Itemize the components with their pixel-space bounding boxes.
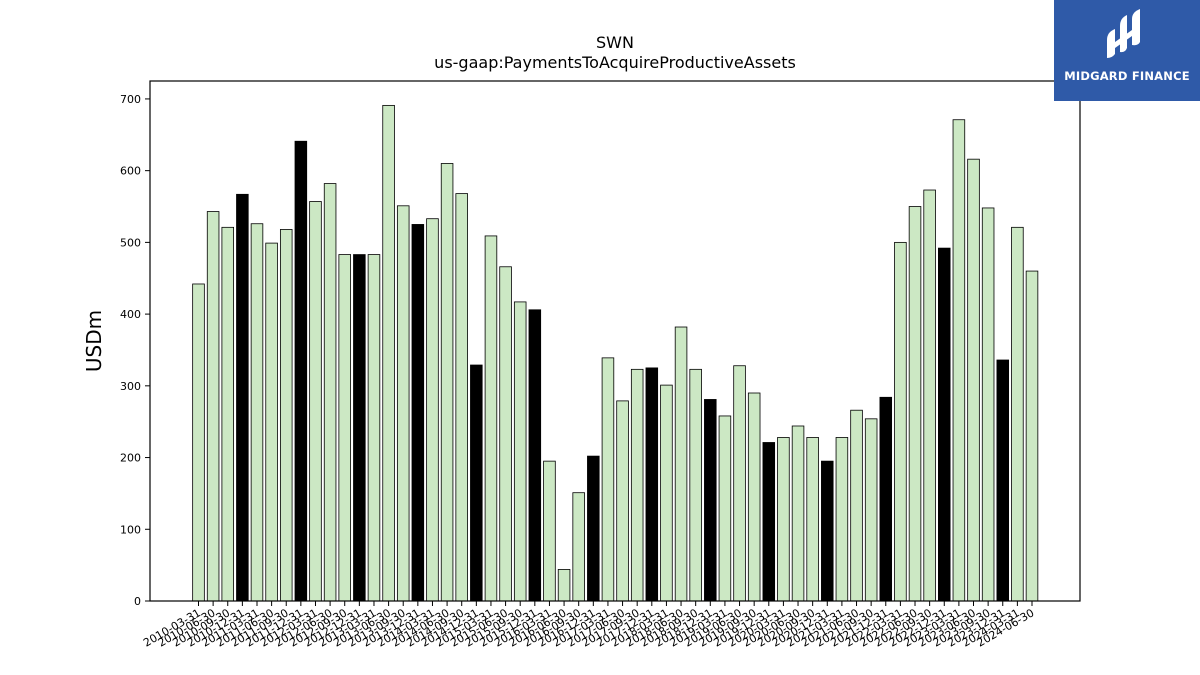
bar: [543, 460, 556, 602]
y-tick-label: 0: [134, 595, 141, 608]
chart-subtitle: us-gaap:PaymentsToAcquireProductiveAsset…: [434, 53, 796, 72]
bar: [996, 359, 1010, 602]
bar: [762, 442, 776, 602]
bar: [572, 492, 585, 602]
bar: [353, 254, 366, 602]
bar: [221, 226, 234, 602]
y-tick-label: 500: [120, 236, 141, 249]
bar: [440, 163, 454, 602]
y-tick-label: 600: [120, 165, 141, 178]
bar: [704, 399, 717, 602]
bar: [806, 437, 819, 602]
plot-frame: [149, 80, 1081, 602]
bar: [894, 241, 907, 602]
bar: [850, 409, 863, 602]
logo-text: MIDGARD FINANCE: [1064, 69, 1190, 83]
bar: [879, 396, 893, 602]
bar: [396, 205, 410, 602]
bar: [338, 254, 351, 602]
bar: [411, 224, 425, 602]
bar: [470, 364, 483, 602]
bar: [689, 368, 702, 602]
bar: [528, 309, 542, 602]
bar: [382, 104, 395, 602]
bar: [821, 460, 834, 602]
bar: [791, 425, 805, 602]
bar: [265, 242, 278, 602]
bar: [206, 211, 220, 602]
bar: [587, 455, 600, 602]
bar: [630, 368, 644, 602]
bar: [718, 415, 732, 602]
bar: [616, 400, 629, 602]
bar: [747, 392, 761, 602]
y-axis: 0 100 200 300 400 500 600 700: [120, 93, 150, 608]
bar: [601, 357, 615, 602]
bar: [323, 183, 337, 602]
y-tick-label: 700: [120, 93, 141, 106]
bar: [192, 283, 205, 602]
bar: [1025, 270, 1039, 602]
bar: [674, 326, 688, 602]
bar: [835, 437, 849, 602]
x-axis: 2010-03-312010-06-302010-09-302010-12-31…: [141, 601, 1037, 650]
bar: [557, 569, 571, 602]
chart-title: SWN: [596, 33, 634, 52]
bar: [294, 140, 308, 602]
bar: [499, 266, 512, 602]
bar: [908, 206, 922, 602]
bar: [864, 418, 878, 602]
y-tick-label: 400: [120, 308, 141, 321]
bar: [733, 365, 746, 602]
bar: [1011, 226, 1024, 602]
bar: [645, 367, 659, 602]
bar: [981, 207, 995, 602]
bar: [484, 235, 498, 602]
bar: [367, 254, 381, 602]
bar: [777, 437, 790, 602]
bar: [250, 223, 264, 602]
y-tick-label: 300: [120, 380, 141, 393]
midgard-logo: MIDGARD FINANCE: [1054, 0, 1200, 101]
bar: [309, 201, 322, 602]
bars-group: [192, 104, 1039, 602]
bar: [938, 247, 951, 602]
bar: [455, 193, 468, 602]
bar: [236, 193, 249, 602]
y-axis-label: USDm: [82, 310, 106, 372]
y-tick-label: 100: [120, 523, 141, 536]
bar: [279, 229, 293, 602]
y-tick-label: 200: [120, 452, 141, 465]
bar: [513, 301, 527, 602]
bar: [426, 218, 439, 602]
bar: [660, 384, 673, 602]
bar: [923, 189, 936, 602]
bar: [967, 158, 980, 602]
bar: [952, 119, 966, 602]
midgard-logo-icon: [1107, 9, 1140, 58]
